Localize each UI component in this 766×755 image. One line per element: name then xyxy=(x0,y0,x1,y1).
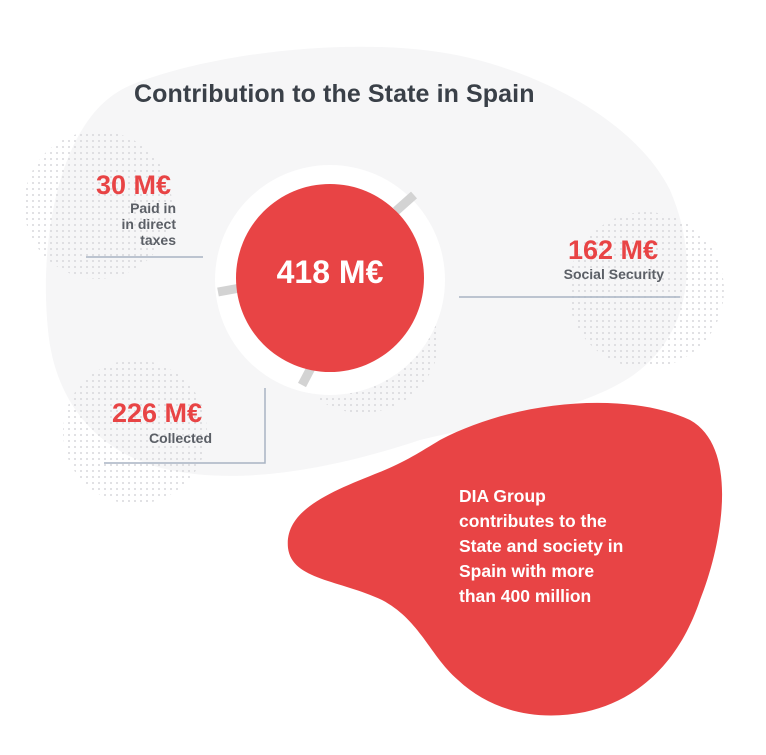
summary-message-line: than 400 million xyxy=(459,586,592,606)
ring-tick-left xyxy=(217,283,241,297)
summary-message: DIA Group contributes to the State and s… xyxy=(459,484,689,609)
summary-message-line: DIA Group xyxy=(459,486,546,506)
connector-line-bottom xyxy=(104,388,266,464)
total-value: 418 M€ xyxy=(276,254,384,290)
dotted-halo-right xyxy=(568,212,724,368)
social-security-value: 162 M€ xyxy=(568,235,659,265)
summary-message-line: State and society in xyxy=(459,536,624,556)
page-title: Contribution to the State in Spain xyxy=(134,80,535,108)
summary-message-line: contributes to the xyxy=(459,511,607,531)
direct-taxes-label-line: in direct xyxy=(121,216,176,232)
social-security-label-line: Social Security xyxy=(563,266,664,282)
center-circle xyxy=(236,184,424,372)
dotted-halo-left xyxy=(24,131,172,279)
summary-message-line: Spain with more xyxy=(459,561,595,581)
dotted-halo-bottom xyxy=(63,360,207,504)
collected-label-line: Collected xyxy=(148,430,212,446)
direct-taxes-label-line: taxes xyxy=(140,232,176,248)
collected-label: Collected xyxy=(112,430,212,446)
ring-tick-top-right xyxy=(393,191,417,215)
direct-taxes-label: Paid in in direct taxes xyxy=(96,200,176,248)
message-blob xyxy=(287,402,723,716)
direct-taxes-value: 30 M€ xyxy=(96,170,172,200)
collected-value: 226 M€ xyxy=(112,398,203,428)
direct-taxes-label-line: Paid in xyxy=(130,200,176,216)
social-security-label: Social Security xyxy=(520,266,664,282)
